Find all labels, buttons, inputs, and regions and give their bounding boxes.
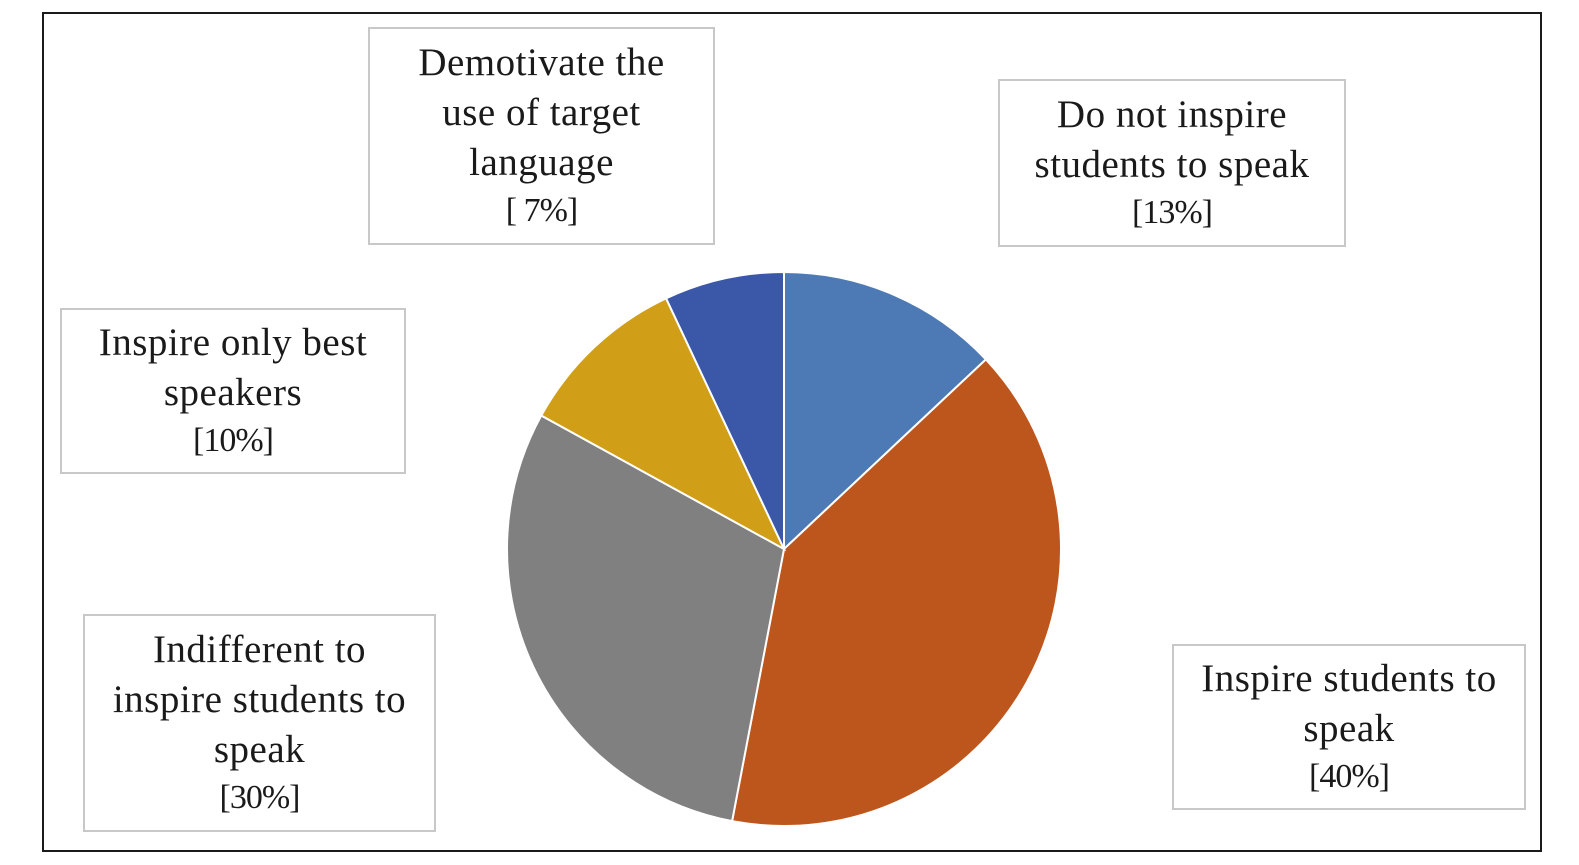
slice-label-line: Indifferent to <box>152 628 367 671</box>
pie-slice-0 <box>783 270 988 552</box>
slice-label-inspire-best: Inspire only best speakers [10%] <box>60 308 406 474</box>
pie-slice-3 <box>539 297 787 552</box>
slice-label-line: Inspire students to <box>1201 657 1497 700</box>
slice-label-indifferent: Indifferent to inspire students to speak… <box>83 614 436 832</box>
slice-label-line: speak <box>213 728 306 771</box>
slice-value-label: [13%] <box>1132 194 1213 231</box>
slice-label-line: speakers <box>163 371 303 414</box>
slice-label-demotivate: Demotivate the use of target language [ … <box>368 27 715 245</box>
slice-value-label: [40%] <box>1309 758 1390 795</box>
slice-value-label: [30%] <box>219 779 301 816</box>
slice-label-line: students to speak <box>1034 143 1310 186</box>
slice-label-line: Inspire only best <box>98 321 368 364</box>
slice-label-inspire-students: Inspire students to speak [40%] <box>1172 644 1526 810</box>
slice-value-label: [10%] <box>193 422 274 459</box>
slice-label-line: use of target <box>442 91 641 134</box>
pie-slice-4 <box>664 270 785 550</box>
slice-label-do-not-inspire: Do not inspire students to speak [13%] <box>998 79 1346 247</box>
slice-value-label: [ 7%] <box>505 192 578 229</box>
slice-label-line: speak <box>1303 707 1395 750</box>
pie-slices <box>506 270 1062 827</box>
pie-slice-1 <box>730 357 1062 827</box>
slice-label-line: Demotivate the <box>418 41 665 84</box>
slice-label-line: language <box>469 141 614 184</box>
pie-slice-2 <box>506 414 786 823</box>
slice-label-line: inspire students to <box>112 678 407 721</box>
slice-label-line: Do not inspire <box>1056 93 1288 136</box>
